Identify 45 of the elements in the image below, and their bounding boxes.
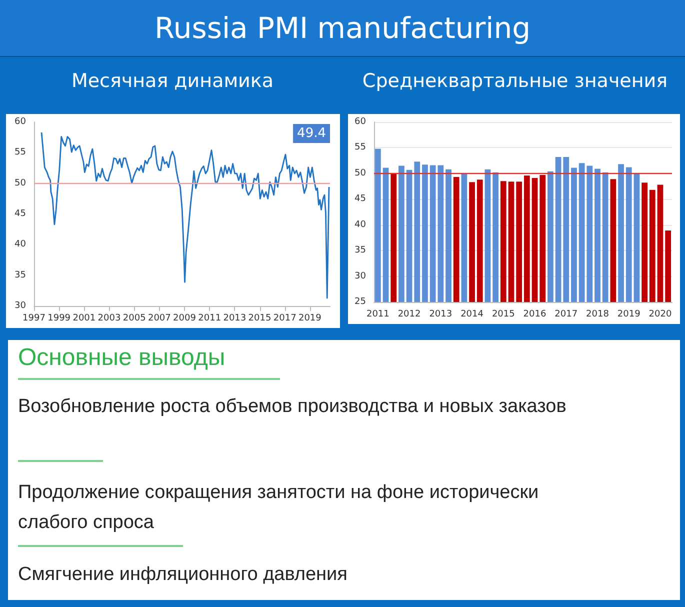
x-tick-label: 2005 <box>122 314 146 324</box>
x-tick-label: 2016 <box>523 310 546 320</box>
y-tick-label: 45 <box>14 209 26 219</box>
y-tick-label: 30 <box>354 271 366 282</box>
y-tick-label: 40 <box>354 220 366 230</box>
x-tick-label: 2007 <box>148 314 171 324</box>
x-tick-label: 2017 <box>273 314 296 324</box>
x-tick-label: 2013 <box>429 310 452 320</box>
y-tick-label: 45 <box>354 194 366 204</box>
x-tick-label: 1999 <box>48 314 71 324</box>
x-tick-label: 2019 <box>617 310 641 320</box>
y-tick-label: 30 <box>14 301 26 311</box>
chart-title: Среднеквартальные значения <box>361 70 669 92</box>
text: Возобновление роста объемов производства и новых заказов <box>18 395 568 419</box>
x-tick-label: 2011 <box>198 314 222 324</box>
y-tick-label: 55 <box>354 142 366 153</box>
x-tick-label: 2014 <box>460 310 484 320</box>
y-tick-label: 50 <box>354 168 366 178</box>
x-tick-label: 2019 <box>298 314 322 324</box>
x-tick-label: 1997 <box>22 314 46 324</box>
y-tick-label: 25 <box>354 297 366 307</box>
x-tick-label: 2018 <box>586 310 610 320</box>
x-tick-label: 2015 <box>248 314 272 324</box>
text: Смягчение инфляционного давления <box>18 563 348 587</box>
x-tick-label: 2017 <box>554 310 578 320</box>
x-tick-label: 2012 <box>398 310 421 320</box>
x-tick-label: 2003 <box>98 314 121 324</box>
y-tick-label: 50 <box>14 178 26 188</box>
annotation: 49.4 <box>297 126 326 141</box>
y-tick-label: 60 <box>354 117 366 127</box>
x-tick-label: 2015 <box>492 310 515 320</box>
y-tick-label: 40 <box>14 240 26 250</box>
y-tick-label: 35 <box>354 246 366 256</box>
chart-subtitle: Месячная динамика <box>70 70 275 92</box>
y-tick-label: 35 <box>14 270 26 280</box>
y-tick-label: 60 <box>14 117 26 127</box>
text: Продолжение сокращения занятости на фоне исторически слабого спроса <box>18 481 540 535</box>
x-tick-label: 2001 <box>72 314 96 324</box>
text: Основные выводы <box>18 344 226 372</box>
chart-title: Russia PMI manufacturing <box>0 0 685 57</box>
x-tick-label: 2011 <box>366 310 390 320</box>
x-tick-label: 2009 <box>173 314 196 324</box>
y-tick-label: 55 <box>14 148 26 158</box>
x-tick-label: 2020 <box>648 310 672 320</box>
x-tick-label: 2013 <box>223 314 246 324</box>
